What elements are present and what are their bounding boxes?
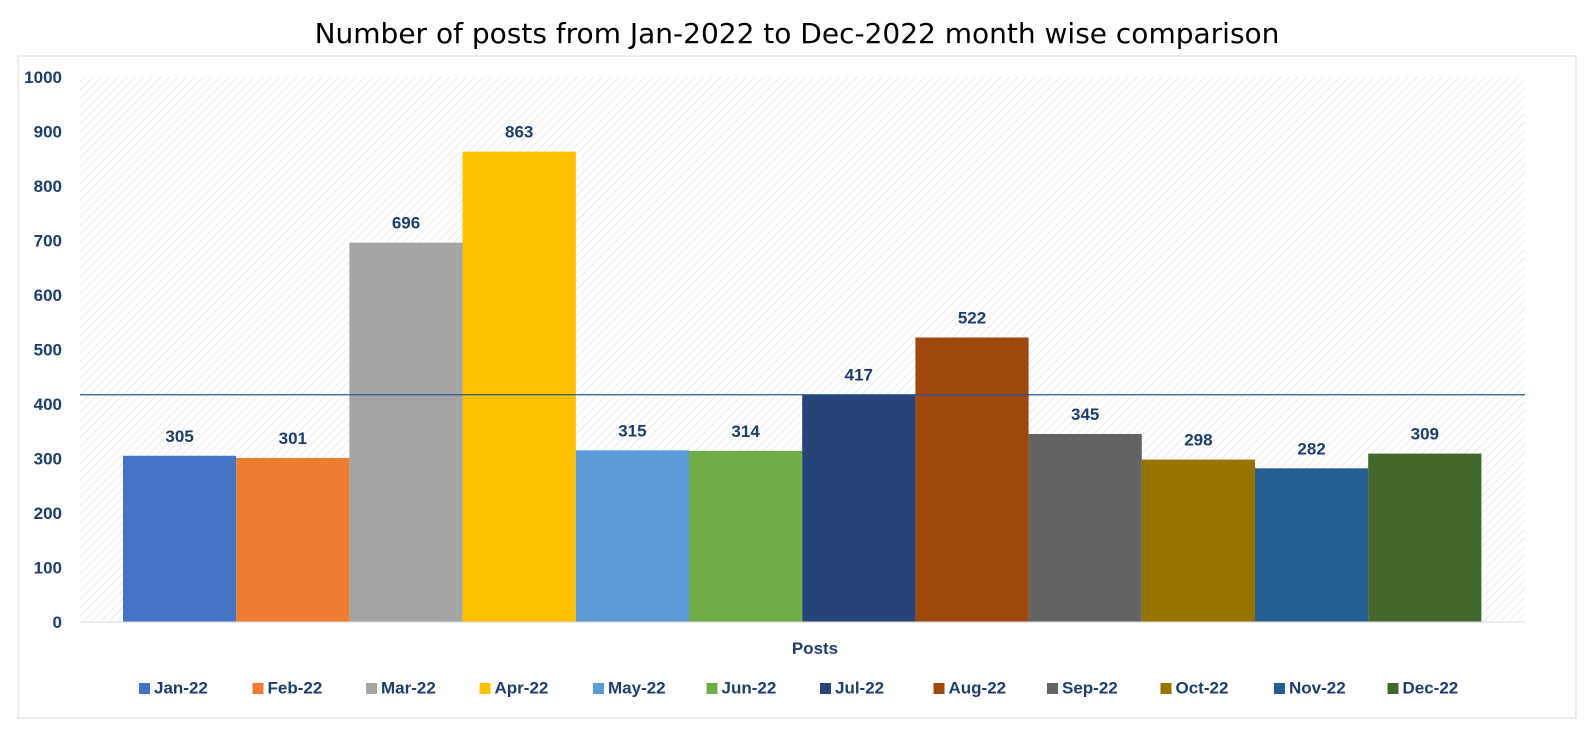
data-label: 345 (1071, 405, 1099, 424)
legend-swatch (706, 683, 718, 694)
legend-swatch (1047, 683, 1058, 694)
y-axis: 0 100 200 300 400 500 600 700 800 900 1000 (24, 68, 62, 632)
data-label: 301 (279, 429, 307, 448)
bar-may-22[interactable] (575, 450, 689, 622)
bar-mar-22[interactable] (349, 242, 463, 622)
data-label: 863 (505, 123, 533, 142)
y-tick-label: 900 (34, 123, 62, 142)
legend-label: Jun-22 (722, 679, 777, 698)
legend-label: Aug-22 (949, 679, 1007, 698)
x-axis-label: Posts (792, 639, 838, 658)
chart-border (17, 55, 1577, 719)
y-tick-label: 600 (34, 286, 62, 305)
legend-swatch (1387, 683, 1399, 694)
legend-label: Jan-22 (154, 679, 208, 698)
bar-nov-22[interactable] (1255, 468, 1369, 622)
data-label: 314 (731, 422, 760, 441)
bar-dec-22[interactable] (1368, 453, 1482, 622)
data-label: 309 (1411, 425, 1439, 444)
legend-item-apr-22[interactable]: Apr-22 (479, 679, 549, 698)
legend: Jan-22 Feb-22 Mar-22 Apr-22 May-22 Jun-22 Jul-… (139, 679, 1458, 698)
data-label: 298 (1184, 431, 1212, 450)
chart-title: Number of posts from Jan-2022 to Dec-202… (315, 17, 1280, 50)
legend-item-aug-22[interactable]: Aug-22 (933, 679, 1007, 698)
y-tick-label: 400 (34, 395, 62, 414)
legend-label: Sep-22 (1062, 679, 1118, 698)
legend-label: Oct-22 (1176, 679, 1229, 698)
bar-sep-22[interactable] (1028, 433, 1142, 622)
legend-label: May-22 (608, 679, 666, 698)
legend-swatch (933, 683, 945, 694)
legend-label: Feb-22 (268, 679, 323, 698)
bar-aug-22[interactable] (915, 337, 1029, 622)
y-tick-label: 100 (34, 559, 62, 578)
legend-label: Mar-22 (381, 679, 436, 698)
data-label: 282 (1297, 439, 1325, 458)
legend-swatch (820, 683, 831, 694)
legend-swatch (479, 683, 491, 694)
data-label: 417 (845, 366, 873, 385)
bar-jan-22[interactable] (123, 455, 237, 622)
legend-item-oct-22[interactable]: Oct-22 (1160, 679, 1229, 698)
bar-apr-22[interactable] (462, 151, 576, 623)
bar-jun-22[interactable] (689, 450, 803, 622)
data-labels-group: 305 301 696 863 315 314 417 522 345 298 282 309 (165, 123, 1439, 459)
legend-item-may-22[interactable]: May-22 (593, 679, 666, 698)
y-tick-label: 500 (34, 341, 62, 360)
bar-jul-22[interactable] (802, 394, 916, 622)
y-tick-label: 200 (34, 504, 62, 523)
y-tick-label: 1000 (24, 68, 62, 87)
y-tick-label: 800 (34, 177, 62, 196)
data-label: 522 (958, 309, 986, 328)
legend-swatch (593, 683, 604, 694)
bar-feb-22[interactable] (236, 457, 350, 622)
legend-swatch (366, 683, 377, 694)
legend-label: Jul-22 (835, 679, 884, 698)
y-tick-label: 300 (34, 450, 62, 469)
legend-label: Apr-22 (495, 679, 549, 698)
legend-label: Dec-22 (1403, 679, 1459, 698)
legend-item-jul-22[interactable]: Jul-22 (820, 679, 884, 698)
legend-swatch (1274, 683, 1285, 694)
y-tick-label: 0 (53, 613, 62, 632)
legend-item-jun-22[interactable]: Jun-22 (706, 679, 777, 698)
legend-swatch (252, 683, 264, 694)
data-label: 696 (392, 214, 420, 233)
y-tick-label: 700 (34, 232, 62, 251)
legend-item-feb-22[interactable]: Feb-22 (252, 679, 323, 698)
legend-item-mar-22[interactable]: Mar-22 (366, 679, 436, 698)
legend-swatch (139, 683, 150, 694)
legend-item-sep-22[interactable]: Sep-22 (1047, 679, 1118, 698)
bar-oct-22[interactable] (1141, 459, 1255, 622)
legend-label: Nov-22 (1289, 679, 1346, 698)
legend-item-nov-22[interactable]: Nov-22 (1274, 679, 1346, 698)
legend-item-dec-22[interactable]: Dec-22 (1387, 679, 1459, 698)
data-label: 315 (618, 421, 646, 440)
legend-item-jan-22[interactable]: Jan-22 (139, 679, 208, 698)
data-label: 305 (165, 427, 193, 446)
legend-swatch (1160, 683, 1172, 694)
bars-group (123, 151, 1482, 623)
